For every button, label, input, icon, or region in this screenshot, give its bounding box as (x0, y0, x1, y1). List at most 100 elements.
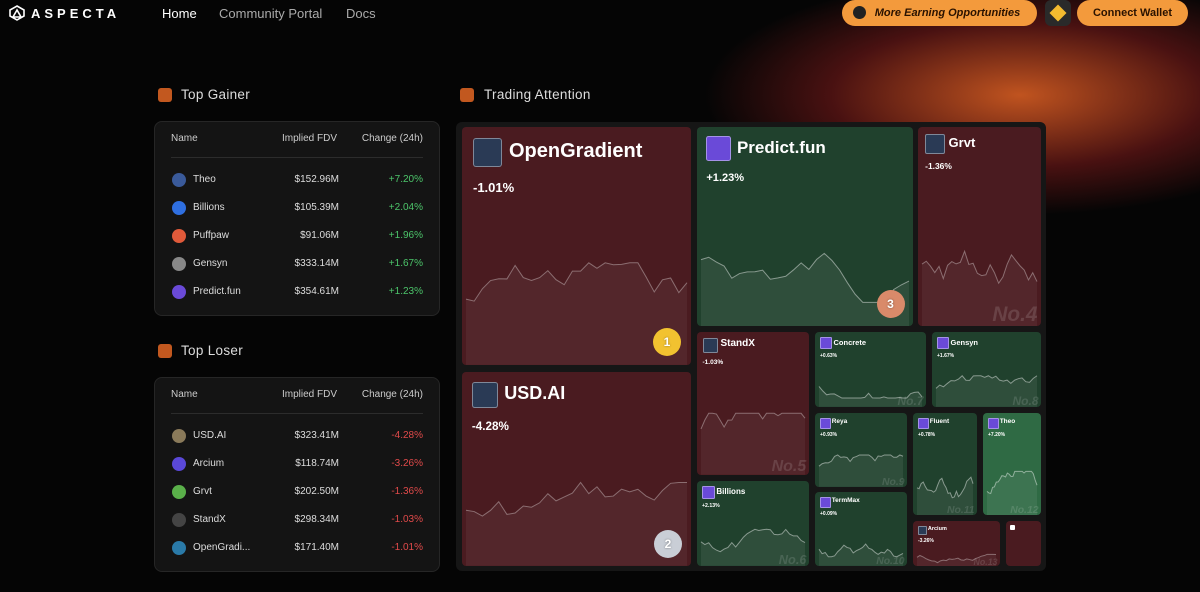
change: -1.03% (391, 514, 423, 525)
token-icon (172, 257, 186, 271)
table-row[interactable]: Puffpaw $91.06M +1.96% (155, 227, 439, 247)
tile-name: OpenGradient (509, 139, 643, 162)
section-title: Trading Attention (484, 87, 591, 102)
tile-name: Gensyn (950, 337, 979, 347)
table-row[interactable]: Billions $105.39M +2.04% (155, 199, 439, 219)
tile-name: USD.AI (504, 383, 566, 404)
token-name: OpenGradi... (193, 542, 251, 553)
tile[interactable]: Grvt -1.36% No.4 (918, 127, 1041, 326)
column-header: Change (24h) (361, 133, 423, 144)
table-row[interactable]: StandX $298.34M -1.03% (155, 511, 439, 531)
section-title: Top Loser (181, 343, 243, 358)
change: +2.04% (388, 202, 423, 213)
table-row[interactable]: Gensyn $333.14M +1.67% (155, 255, 439, 275)
tile[interactable]: Concrete +0.63% No.7 (815, 332, 926, 407)
change: -1.36% (391, 486, 423, 497)
fdv: $333.14M (294, 258, 339, 269)
table-row[interactable]: Grvt $202.50M -1.36% (155, 483, 439, 503)
tile[interactable]: USD.AI -4.28% 2 (462, 372, 691, 566)
sparkline (465, 262, 688, 365)
tile[interactable]: TermMax +0.09% No.10 (815, 492, 907, 566)
tile[interactable]: OpenGradient -1.01% 1 (462, 127, 691, 365)
tile-change: -1.01% (473, 180, 515, 195)
token-icon (702, 486, 715, 499)
table-row[interactable]: OpenGradi... $171.40M -1.01% (155, 539, 439, 559)
promo-text: More Earning Opportunities (874, 7, 1021, 19)
fdv: $202.50M (294, 486, 339, 497)
tile[interactable]: Arcium -3.26% No.13 (913, 521, 1000, 566)
tile[interactable]: Fluent +0.78% No.11 (913, 413, 977, 515)
token-icon (172, 285, 186, 299)
fdv: $298.34M (294, 514, 339, 525)
tile-name: Billions (716, 486, 746, 496)
logo-text: ASPECTA (31, 6, 121, 21)
tile-change: +0.63% (820, 352, 838, 359)
heading-icon (158, 88, 172, 102)
change: +1.67% (388, 258, 423, 269)
token-icon (702, 337, 718, 353)
change: +1.96% (388, 230, 423, 241)
token-icon (820, 337, 833, 350)
sparkline (916, 476, 974, 515)
tile[interactable]: Theo +7.20% No.12 (983, 413, 1041, 515)
tile-change: +0.78% (918, 431, 936, 438)
token-name: Billions (193, 202, 225, 213)
tile-change: +0.09% (820, 510, 838, 517)
nav-link[interactable]: Home (162, 6, 197, 21)
token-icon (172, 457, 186, 471)
rank: No.13 (973, 556, 998, 566)
token-icon (172, 485, 186, 499)
nav-link[interactable]: Community Portal (219, 6, 323, 21)
tile[interactable]: StandX -1.03% No.5 (697, 332, 809, 475)
promo-icon (853, 6, 866, 19)
token-icon (172, 541, 186, 555)
tile[interactable]: Predict.fun +1.23% 3 (697, 127, 913, 326)
chain-button[interactable] (1045, 0, 1071, 26)
table-row[interactable]: Predict.fun $354.61M +1.23% (155, 283, 439, 303)
trading-attention-grid: OpenGradient -1.01% 1 USD.AI -4.28% 2 Predict.… (456, 122, 1046, 571)
table-row[interactable]: Theo $152.96M +7.20% (155, 171, 439, 191)
connect-wallet-button[interactable]: Connect Wallet (1077, 0, 1188, 26)
sparkline (700, 528, 806, 566)
column-header: Implied FDV (282, 389, 338, 400)
table-row[interactable]: Arcium $118.74M -3.26% (155, 455, 439, 475)
change: +7.20% (388, 174, 423, 185)
tile-change: -3.26% (918, 537, 934, 544)
tile[interactable] (1006, 521, 1041, 566)
token-icon (925, 134, 945, 154)
token-icon (172, 229, 186, 243)
token-icon (172, 513, 186, 527)
heading-icon (460, 88, 474, 102)
sparkline (921, 249, 1038, 326)
tile-name: Concrete (833, 337, 867, 347)
tile-change: +2.13% (702, 502, 720, 509)
rank: No.4 (992, 303, 1038, 326)
logo-icon (9, 5, 25, 21)
tile[interactable]: Billions +2.13% No.6 (697, 481, 809, 566)
sparkline (818, 543, 904, 566)
column-header: Implied FDV (282, 133, 338, 144)
tile[interactable]: Gensyn +1.67% No.8 (932, 332, 1041, 407)
tile-change: -1.36% (925, 161, 952, 172)
change: -3.26% (391, 458, 423, 469)
token-icon (473, 138, 502, 167)
token-icon (172, 201, 186, 215)
tile-name: Fluent (929, 418, 950, 426)
fdv: $171.40M (294, 542, 339, 553)
fdv: $118.74M (295, 458, 339, 469)
divider (171, 413, 423, 414)
token-name: Grvt (193, 486, 212, 497)
fdv: $354.61M (294, 286, 339, 297)
token-icon (172, 429, 186, 443)
top-loser-table: Name Implied FDV Change (24h) USD.AI $323.41… (154, 377, 440, 572)
token-icon (820, 418, 831, 429)
tile-name: StandX (720, 338, 755, 350)
tile-change: +1.67% (937, 352, 955, 359)
change: -1.01% (391, 542, 423, 553)
tile[interactable]: Reya +0.93% No.9 (815, 413, 907, 487)
promo-button[interactable]: More Earning Opportunities (842, 0, 1037, 26)
nav-link[interactable]: Docs (346, 6, 376, 21)
table-row[interactable]: USD.AI $323.41M -4.28% (155, 427, 439, 447)
sparkline (700, 413, 806, 475)
